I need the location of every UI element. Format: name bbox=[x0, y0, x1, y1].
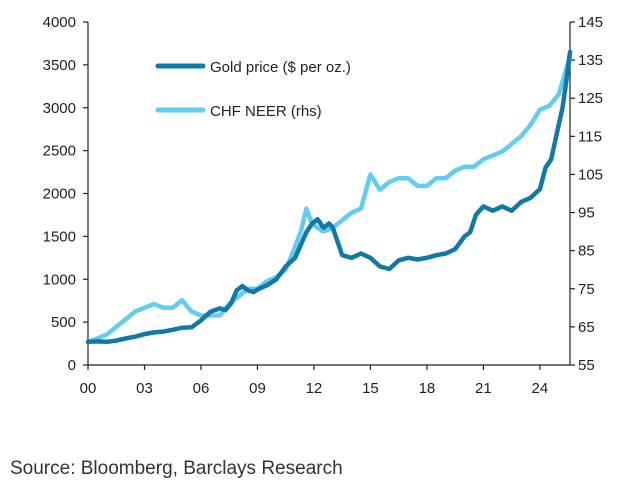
legend-label: Gold price ($ per oz.) bbox=[210, 59, 351, 76]
series-line-chf-neer bbox=[85, 54, 573, 345]
x-tick-label: 09 bbox=[249, 380, 266, 397]
x-tick-label: 03 bbox=[136, 380, 153, 397]
y-right-tick-label: 115 bbox=[578, 128, 602, 145]
y-left-tick-label: 500 bbox=[51, 314, 76, 331]
y-left-tick-label: 3000 bbox=[43, 100, 76, 117]
y-left-tick-label: 0 bbox=[68, 357, 76, 374]
x-tick-label: 06 bbox=[193, 380, 210, 397]
y-right-tick-label: 85 bbox=[578, 243, 595, 260]
y-axis-left-ticks: 0 500 1000 1500 2000 2500 3000 3500 4000 bbox=[43, 14, 88, 374]
x-tick-label: 18 bbox=[419, 380, 436, 397]
y-left-tick-label: 1000 bbox=[43, 271, 76, 288]
y-left-tick-label: 4000 bbox=[43, 14, 76, 31]
y-left-tick-label: 3500 bbox=[43, 57, 76, 74]
x-tick-label: 24 bbox=[532, 380, 549, 397]
y-left-tick-label: 2500 bbox=[43, 143, 76, 160]
y-right-tick-label: 145 bbox=[578, 14, 603, 31]
y-right-tick-label: 55 bbox=[578, 357, 595, 374]
y-right-tick-label: 75 bbox=[578, 281, 595, 298]
y-right-tick-label: 125 bbox=[578, 90, 603, 107]
y-left-tick-label: 1500 bbox=[43, 228, 76, 245]
y-right-tick-label: 95 bbox=[578, 205, 595, 222]
y-right-tick-label: 135 bbox=[578, 52, 603, 69]
chart-legend: Gold price ($ per oz.) CHF NEER (rhs) bbox=[155, 59, 351, 120]
source-note: Source: Bloomberg, Barclays Research bbox=[10, 458, 343, 479]
y-axis-right-ticks: 55 65 75 85 95 105 115 125 135 145 bbox=[570, 14, 603, 374]
x-tick-label: 21 bbox=[475, 380, 492, 397]
x-tick-label: 00 bbox=[80, 380, 97, 397]
x-tick-label: 12 bbox=[306, 380, 323, 397]
y-right-tick-label: 65 bbox=[578, 319, 595, 336]
y-left-tick-label: 2000 bbox=[43, 186, 76, 203]
series-line-gold-price bbox=[85, 49, 573, 345]
x-axis-ticks: 00 03 06 09 12 15 18 21 24 bbox=[80, 365, 549, 397]
x-tick-label: 15 bbox=[362, 380, 379, 397]
legend-label: CHF NEER (rhs) bbox=[210, 103, 322, 120]
chart-series bbox=[85, 49, 573, 345]
y-right-tick-label: 105 bbox=[578, 166, 603, 183]
